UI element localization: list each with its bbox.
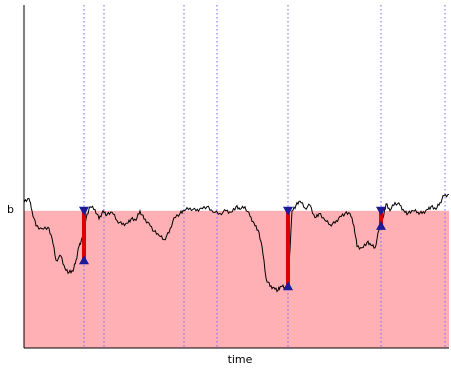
barrier-label: b (7, 203, 14, 216)
drawdown-markers (79, 206, 386, 291)
barrier-fill (24, 210, 449, 348)
drawdown-bottom-marker (376, 220, 386, 230)
x-axis-label: time (228, 353, 253, 366)
drawdown-bottom-marker (283, 281, 293, 291)
drawdown-top-marker (79, 206, 89, 216)
drawdown-bottom-marker (79, 255, 89, 265)
drawdown-top-marker (283, 206, 293, 216)
dotted-lines (83, 5, 446, 348)
drawdown-top-marker (376, 206, 386, 216)
